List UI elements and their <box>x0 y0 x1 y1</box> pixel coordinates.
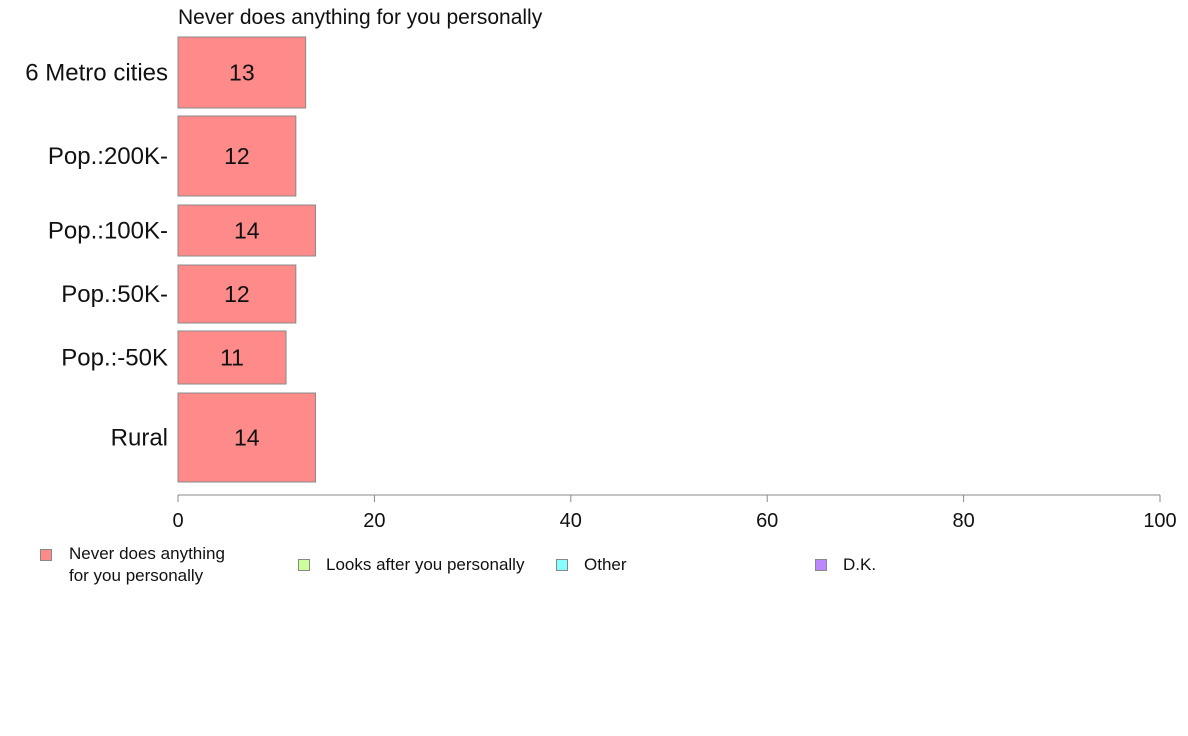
bar <box>177 115 297 197</box>
legend-swatch-looks-after <box>298 559 310 571</box>
bar-value-label: 12 <box>224 143 250 169</box>
category-label: Pop.:-50K <box>61 345 168 372</box>
bar <box>177 392 316 483</box>
x-tick-label: 100 <box>1143 510 1176 532</box>
category-label: Pop.:100K- <box>48 218 168 245</box>
bar <box>177 36 307 109</box>
bar <box>177 204 316 257</box>
chart-title: Never does anything for you personally <box>178 6 543 29</box>
legend-item-dk: D.K. <box>815 554 876 576</box>
legend-label-looks-after: Looks after you personally <box>326 555 525 574</box>
legend-label-never: Never does anything for you personally <box>69 544 225 585</box>
legend-swatch-other <box>556 559 568 571</box>
legend-swatch-never <box>40 549 52 561</box>
x-axis: 0 20 40 60 80 100 <box>172 494 1177 532</box>
legend-item-looks-after: Looks after you personally <box>298 554 524 576</box>
bar-value-label: 14 <box>234 218 260 244</box>
bar-value-label: 12 <box>224 281 250 307</box>
category-label: 6 Metro cities <box>25 60 168 87</box>
category-label: Pop.:50K- <box>61 281 168 308</box>
legend-item-other: Other <box>556 554 627 576</box>
legend-swatch-dk <box>815 559 827 571</box>
bar-value-label: 14 <box>234 425 260 451</box>
x-tick-label: 40 <box>560 510 582 532</box>
x-tick-label: 60 <box>756 510 778 532</box>
legend-label-dk: D.K. <box>843 555 877 574</box>
legend: Never does anything for you personally L… <box>0 544 1188 594</box>
x-tick-label: 80 <box>952 510 974 532</box>
x-tick-label: 20 <box>363 510 385 532</box>
category-label: Rural <box>111 425 168 452</box>
legend-item-never: Never does anything for you personally <box>40 544 225 587</box>
bar-value-label: 11 <box>220 345 244 371</box>
x-tick-label: 0 <box>172 510 183 532</box>
bar <box>177 330 287 385</box>
bars-layer: 13 6 Metro cities 12 Pop.:200K- 14 Pop.:100K-… <box>25 36 316 483</box>
legend-label-other: Other <box>584 555 627 574</box>
bar-value-label: 13 <box>229 60 255 86</box>
category-label: Pop.:200K- <box>48 143 168 170</box>
bar <box>177 264 297 324</box>
bar-chart: Never does anything for you personally 1… <box>25 6 1177 532</box>
